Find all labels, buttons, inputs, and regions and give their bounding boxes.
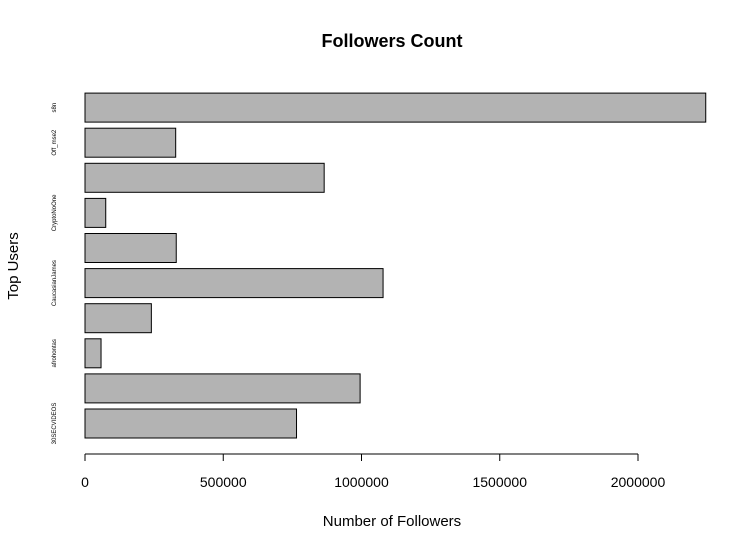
bar-5 (84, 233, 177, 263)
x-tick-label: 1000000 (334, 474, 389, 490)
bar-7 (84, 162, 325, 193)
bar-2 (84, 338, 102, 369)
bar-3 (84, 303, 152, 334)
y-axis-label: Top Users (5, 232, 22, 300)
category-labels-group: 30SECVIDEOS afrohontas CaucasianJames Crypt… (52, 103, 58, 445)
bar-1 (84, 373, 361, 404)
bar-6 (84, 197, 107, 228)
bar-8 (84, 127, 177, 158)
category-label: CryptoNoOne (52, 194, 58, 231)
chart-title: Followers Count (322, 31, 463, 51)
category-label: s8n (52, 103, 58, 113)
category-label: CaucasianJames (52, 260, 58, 306)
bars-group (84, 92, 707, 439)
x-axis-label: Number of Followers (323, 513, 461, 530)
x-tick-label: 0 (81, 474, 89, 490)
category-label: Off_mse2 (52, 129, 58, 156)
x-tick-label: 1500000 (472, 474, 527, 490)
x-axis-ticks: 0 500000 1000000 1500000 2000000 (81, 454, 665, 490)
x-tick-label: 500000 (200, 474, 247, 490)
category-label: afrohontas (52, 339, 58, 367)
category-label: 30SECVIDEOS (52, 403, 58, 445)
x-tick-label: 2000000 (611, 474, 666, 490)
bar-0 (84, 408, 298, 439)
bar-9 (84, 92, 707, 123)
bar-4 (84, 268, 384, 299)
